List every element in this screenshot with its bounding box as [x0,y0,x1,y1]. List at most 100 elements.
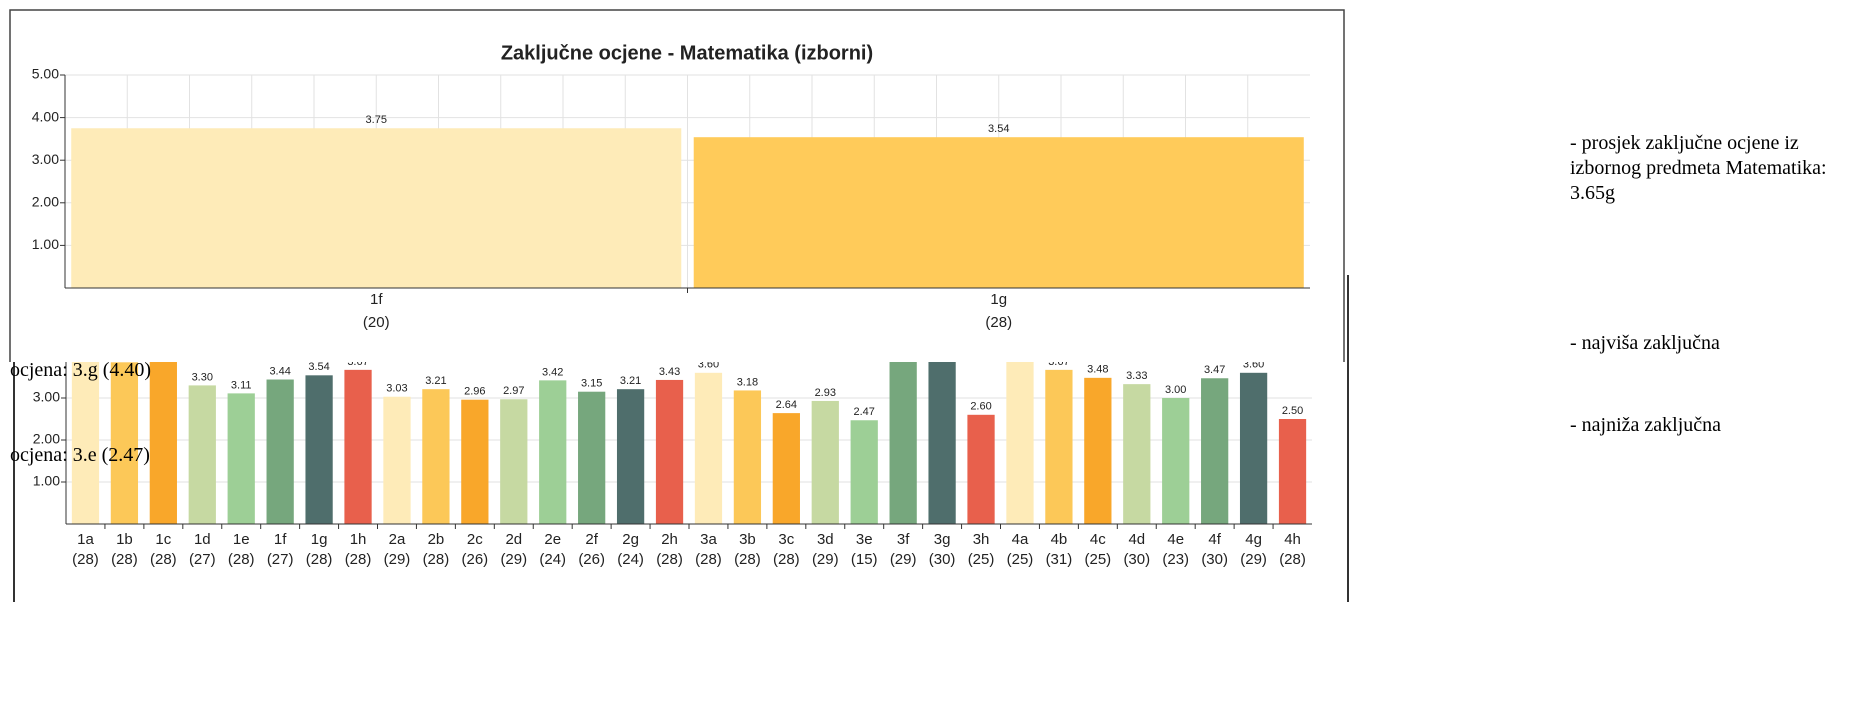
count-label: (28) [734,551,761,568]
x-tick-label: 3d [817,531,834,548]
highest-value: ocjena: 3.g (4.40) [10,359,152,381]
count-label: (29) [500,551,527,568]
count-label: (24) [539,551,566,568]
bar [1162,398,1190,524]
bar [578,391,606,524]
highest-note: - najviša zaključna [1570,332,1720,354]
value-label: 3.18 [737,376,758,388]
count-label: (28) [773,551,800,568]
x-tick-label: 4h [1284,531,1301,548]
value-label: 3.21 [425,375,446,387]
x-tick-label: 4g [1245,531,1262,548]
x-tick-label: 2c [467,531,483,548]
bar [383,396,411,524]
chart-title: Zaključne ocjene - Matematika (izborni) [501,42,873,64]
x-tick-label: 3a [700,531,717,548]
bar [149,362,177,524]
x-tick-label: 1c [155,531,171,548]
bar [500,399,528,524]
bar [422,389,450,524]
value-label: 2.97 [503,385,524,397]
x-tick-label: 3e [856,531,873,548]
value-label: 3.33 [1126,370,1147,382]
count-label: (30) [1123,551,1150,568]
value-label: 3.11 [231,379,252,391]
count-label: (28) [423,551,450,568]
value-label: 3.54 [308,362,329,373]
count-label: (28) [72,551,99,568]
x-tick-label: 3h [973,531,990,548]
bar [1045,369,1073,524]
value-label: 2.50 [1282,405,1303,417]
value-label: 3.60 [698,362,719,371]
x-tick-label: 1g [990,291,1007,308]
count-label: (28) [656,551,683,568]
count-label: (31) [1046,551,1073,568]
bar [71,362,100,524]
x-tick-label: 4d [1128,531,1145,548]
value-label: 2.96 [464,386,485,398]
x-tick-label: 4c [1090,531,1106,548]
bar [461,399,489,524]
bar [889,362,917,524]
value-label: 3.21 [620,375,641,387]
count-label: (28) [345,551,372,568]
value-label: 2.93 [815,387,836,399]
y-tick-label: 2.00 [32,194,59,210]
bar [539,380,567,524]
value-label: 3.75 [366,114,387,126]
count-label: (28) [150,551,177,568]
bar [693,137,1304,288]
count-label: (25) [1007,551,1034,568]
count-label: (29) [384,551,411,568]
value-label: 2.64 [776,399,797,411]
x-tick-label: 3f [897,531,910,548]
x-tick-label: 1b [116,531,133,548]
bar [71,128,682,288]
x-tick-label: 4a [1012,531,1029,548]
x-tick-label: 4f [1208,531,1221,548]
x-tick-label: 2d [505,531,522,548]
value-label: 3.03 [386,383,407,395]
count-label: (28) [985,314,1012,331]
count-label: (25) [1085,551,1112,568]
count-label: (27) [267,551,294,568]
value-label: 3.30 [192,371,213,383]
bar [1006,362,1034,524]
count-label: (26) [462,551,489,568]
value-label: 2.47 [854,406,875,418]
frame [9,9,1345,362]
x-tick-label: 2g [622,531,639,548]
x-tick-label: 1g [311,531,328,548]
count-label: (27) [189,551,216,568]
count-label: (28) [695,551,722,568]
bar [1278,419,1307,524]
count-label: (29) [890,551,917,568]
x-tick-label: 1e [233,531,250,548]
value-label: 3.47 [1204,364,1225,376]
count-label: (29) [812,551,839,568]
bar [733,390,762,524]
value-label: 3.67 [347,362,368,368]
bar [1123,384,1151,524]
bar [772,413,800,524]
count-label: (28) [306,551,333,568]
bar [1201,378,1229,524]
y-tick-label: 4.00 [32,108,59,124]
count-label: (28) [228,551,255,568]
lowest-value: ocjena: 3.e (2.47) [10,444,150,466]
x-tick-label: 4e [1167,531,1184,548]
count-label: (29) [1240,551,1267,568]
x-tick-label: 2b [428,531,445,548]
count-label: (24) [617,551,644,568]
bar [928,362,956,524]
x-tick-label: 2f [585,531,598,548]
count-label: (25) [968,551,995,568]
value-label: 3.44 [269,365,290,377]
lowest-note: - najniža zaključna [1570,414,1722,436]
x-tick-label: 3g [934,531,951,548]
value-label: 2.60 [970,401,991,413]
y-tick-label: 3.00 [32,151,59,167]
bar [694,372,723,524]
